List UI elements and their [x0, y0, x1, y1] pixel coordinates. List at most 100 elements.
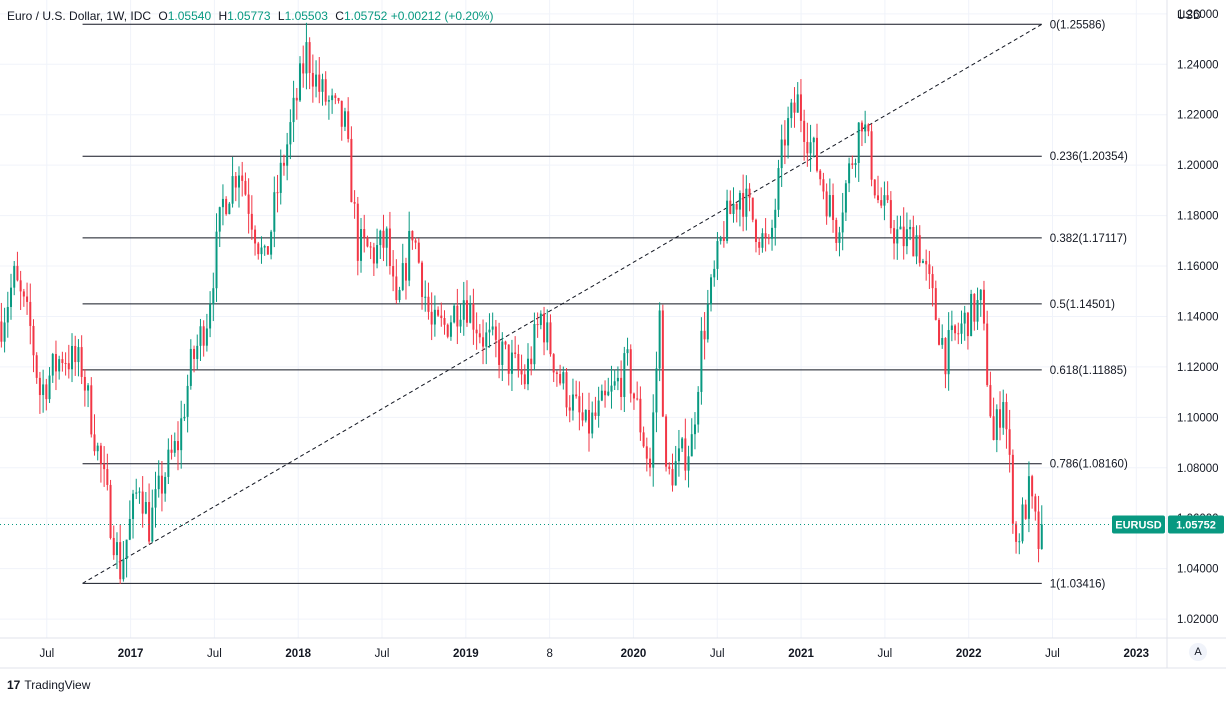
candle-body	[427, 296, 430, 312]
candle-body	[302, 63, 305, 74]
candle-body	[639, 398, 642, 433]
candle-body	[157, 475, 160, 490]
candle-body	[796, 94, 799, 113]
candle-body	[867, 124, 870, 132]
auto-scale-button[interactable]: A	[1189, 643, 1207, 661]
candle-body	[382, 230, 385, 248]
candle-body	[507, 344, 510, 374]
candle-body	[125, 539, 128, 560]
candle-body	[26, 296, 29, 302]
candle-body	[973, 293, 976, 322]
candle-body	[520, 369, 523, 375]
candle-body	[164, 476, 167, 494]
candle-body	[318, 74, 321, 92]
candle-body	[780, 139, 783, 169]
candle-body	[212, 288, 215, 305]
candle-body	[893, 228, 896, 244]
candle-body	[414, 240, 417, 243]
candle-body	[282, 162, 285, 166]
price-tick-label: 1.08000	[1177, 463, 1219, 475]
candle-body	[356, 203, 359, 261]
candle-body	[128, 518, 131, 540]
candle-body	[19, 280, 22, 292]
candle-body	[292, 97, 295, 123]
candle-body	[905, 229, 908, 247]
candle-body	[273, 192, 276, 232]
candle-body	[494, 326, 497, 340]
candle-body	[424, 296, 427, 298]
candle-body	[870, 131, 873, 180]
candle-body	[462, 300, 465, 320]
symbol-title[interactable]: Euro / U.S. Dollar, 1W, IDC	[7, 9, 152, 23]
low-value: 1.05503	[284, 9, 328, 23]
candle-body	[992, 416, 995, 440]
candle-body	[748, 188, 751, 198]
candle-body	[976, 300, 979, 322]
candle-body	[883, 195, 886, 206]
fib-trend-line[interactable]	[82, 23, 1043, 584]
candle-body	[48, 375, 51, 400]
candle-body	[909, 226, 912, 230]
candle-body	[851, 163, 854, 166]
candle-body	[1005, 402, 1008, 430]
tradingview-logo[interactable]: 17 TradingView	[7, 678, 90, 692]
candle-body	[649, 458, 652, 468]
candle-body	[437, 309, 440, 316]
candle-body	[6, 306, 9, 323]
candle-body	[244, 180, 247, 195]
price-tick-label: 1.04000	[1177, 564, 1219, 576]
candle-body	[921, 260, 924, 263]
candle-body	[533, 324, 536, 365]
logo-mark: 17	[7, 678, 21, 692]
candle-body	[279, 162, 282, 193]
candle-body	[1021, 504, 1024, 542]
candle-body	[928, 264, 931, 275]
candle-body	[645, 446, 648, 459]
candle-body	[54, 354, 57, 372]
candle-body	[331, 95, 334, 101]
candle-body	[989, 385, 992, 417]
candle-body	[170, 449, 173, 453]
candle-body	[1002, 402, 1005, 428]
candle-body	[687, 456, 690, 471]
candle-body	[828, 195, 831, 217]
candle-body	[806, 141, 809, 154]
candle-body	[771, 227, 774, 239]
candle-body	[546, 322, 549, 343]
candle-body	[960, 323, 963, 334]
candle-body	[966, 312, 969, 337]
candle-body	[385, 228, 388, 248]
time-tick-label: 2019	[453, 648, 479, 660]
candle-body	[388, 228, 391, 267]
candle-body	[202, 326, 205, 346]
fib-level-label: 0(1.25586)	[1050, 19, 1106, 31]
price-tick-label: 1.26000	[1177, 9, 1219, 21]
candle-body	[690, 434, 693, 457]
candle-body	[944, 338, 947, 375]
candle-body	[578, 396, 581, 413]
high-label: H	[218, 9, 228, 23]
candle-body	[819, 170, 822, 180]
candle-body	[886, 195, 889, 201]
price-tick-label: 1.22000	[1177, 110, 1219, 122]
candle-body	[135, 492, 138, 494]
candle-body	[132, 493, 135, 519]
candle-body	[1011, 454, 1014, 524]
candle-body	[112, 537, 115, 556]
candle-body	[626, 349, 629, 354]
candle-body	[87, 385, 90, 391]
candle-body	[732, 203, 735, 214]
candle-body	[225, 198, 228, 215]
candle-body	[684, 438, 687, 471]
candle-body	[0, 321, 3, 342]
price-tick-label: 1.12000	[1177, 362, 1219, 374]
candle-body	[623, 353, 626, 397]
price-tick-label: 1.16000	[1177, 261, 1219, 273]
candle-body	[848, 163, 851, 184]
candle-body	[80, 347, 83, 377]
candle-body	[430, 311, 433, 325]
candle-body	[613, 381, 616, 386]
candle-body	[896, 229, 899, 244]
